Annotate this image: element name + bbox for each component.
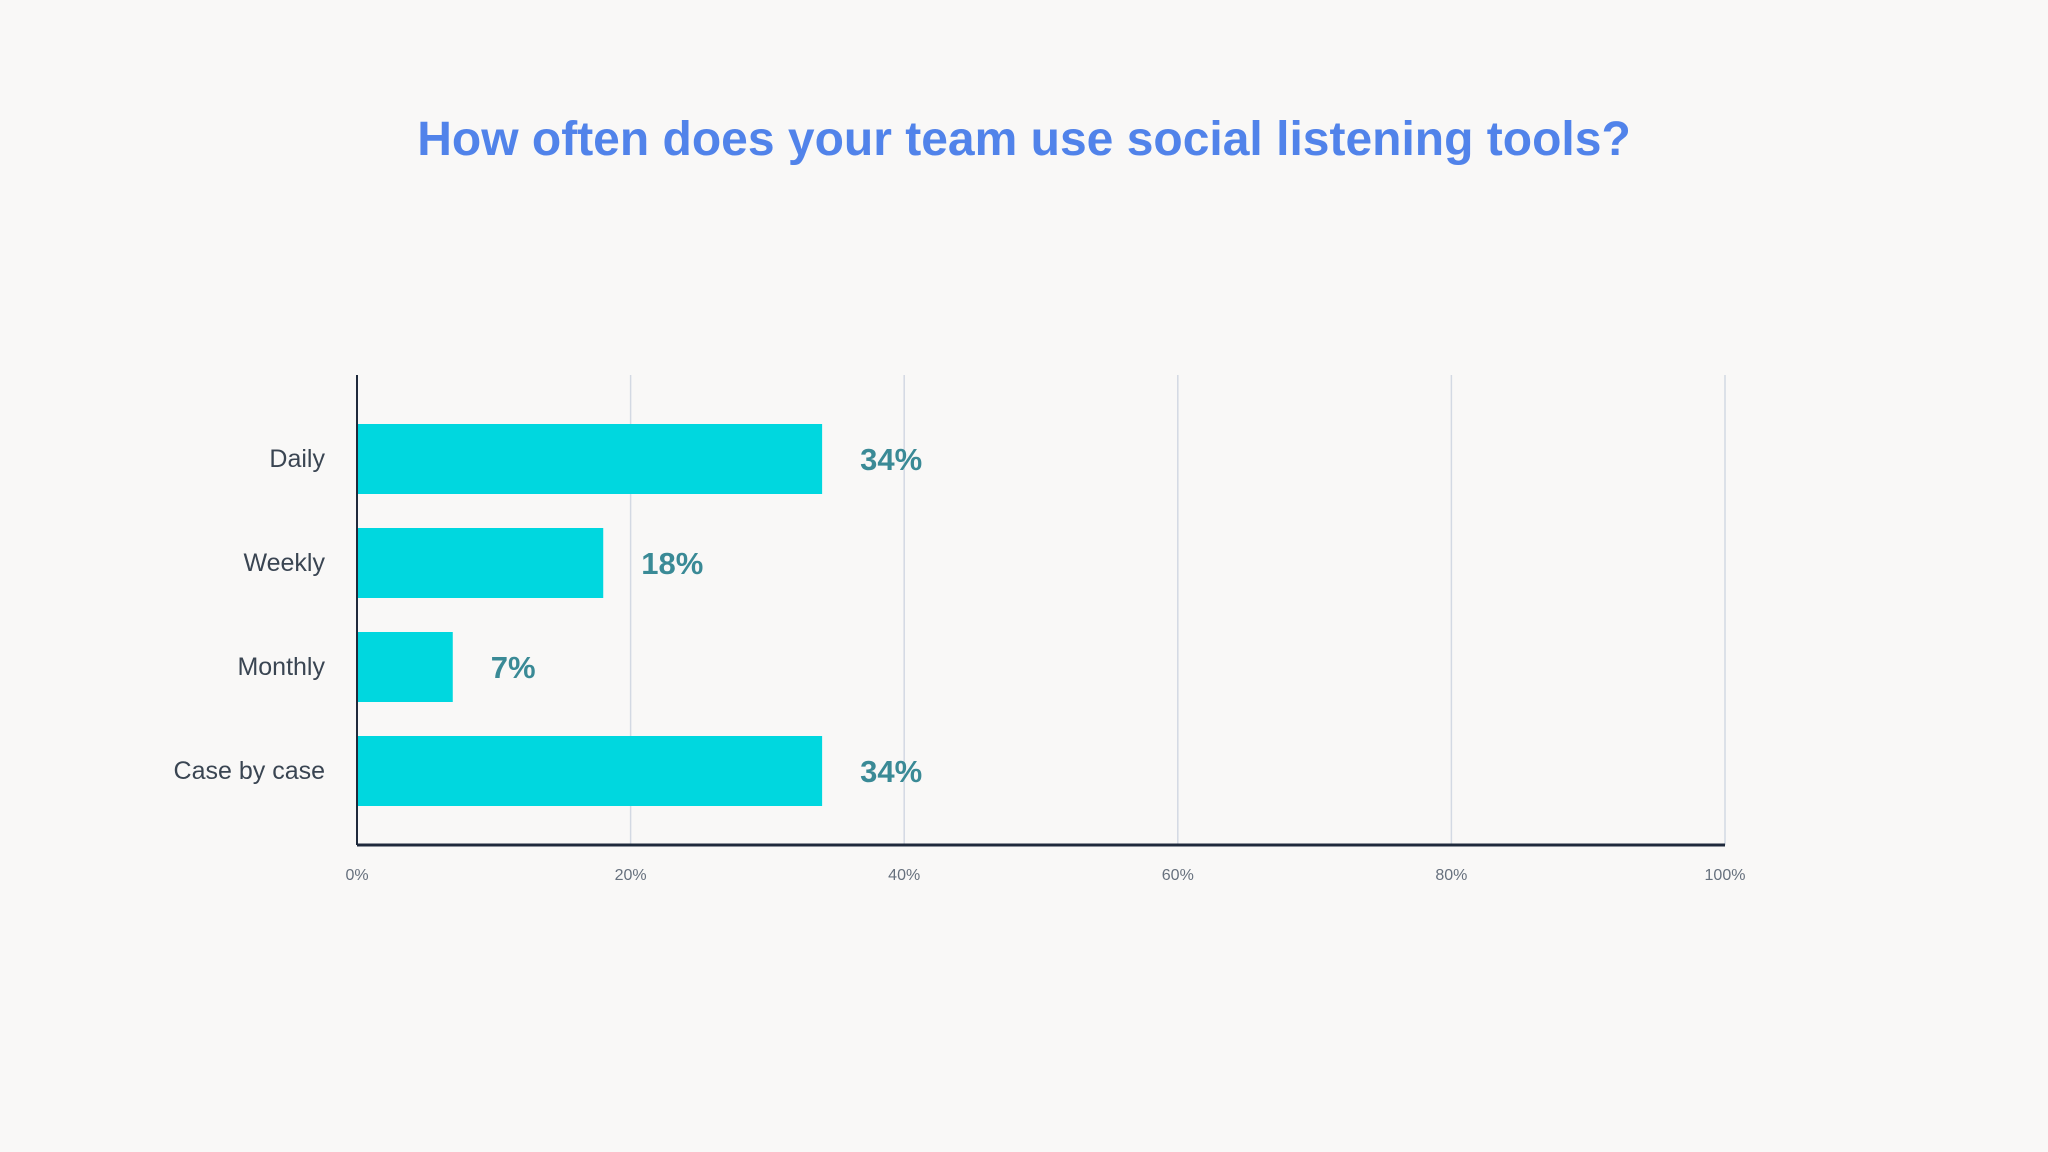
x-tick-label: 0% — [345, 867, 368, 884]
chart-title: How often does your team use social list… — [417, 113, 1631, 166]
category-label: Weekly — [243, 549, 325, 577]
value-label: 7% — [491, 650, 536, 685]
value-label: 34% — [860, 442, 922, 477]
bar-daily — [357, 424, 823, 494]
category-label: Monthly — [237, 653, 325, 681]
bar-monthly — [357, 632, 453, 702]
bar-weekly — [357, 528, 604, 598]
category-label: Case by case — [174, 757, 325, 785]
x-tick-label: 40% — [888, 867, 920, 884]
bar-case-by-case — [357, 736, 823, 806]
value-label: 34% — [860, 754, 922, 789]
category-label: Daily — [269, 445, 325, 473]
x-tick-label: 20% — [615, 867, 647, 884]
x-tick-label: 100% — [1705, 867, 1746, 884]
x-tick-label: 60% — [1162, 867, 1194, 884]
value-label: 18% — [641, 546, 703, 581]
x-tick-label: 80% — [1435, 867, 1467, 884]
